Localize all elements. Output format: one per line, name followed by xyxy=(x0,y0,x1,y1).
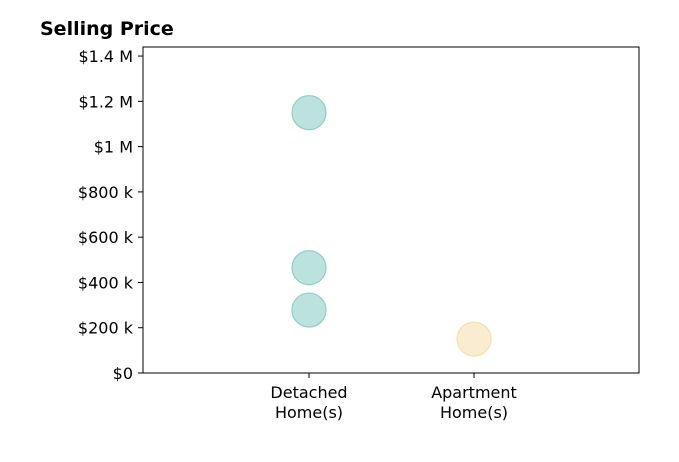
y-tick-label-6: $1.2 M xyxy=(78,92,133,111)
y-tick-label-4: $800 k xyxy=(78,183,134,202)
y-tick-label-0: $0 xyxy=(113,364,133,383)
data-point-0[interactable] xyxy=(291,95,327,131)
chart-title: Selling Price xyxy=(40,18,174,40)
y-axis: $0 $200 k $400 k $600 k $800 k $1 M $1.2 M $1.4… xyxy=(78,47,143,383)
data-point-2[interactable] xyxy=(291,292,327,328)
data-points xyxy=(291,95,492,357)
y-tick-label-1: $200 k xyxy=(78,319,134,338)
x-category-label-1-line-1: Home(s) xyxy=(440,403,508,422)
x-category-label-0-line-0: Detached xyxy=(270,383,347,402)
y-tick-label-5: $1 M xyxy=(94,138,133,157)
y-tick-label-3: $600 k xyxy=(78,228,134,247)
y-tick-label-2: $400 k xyxy=(78,273,134,292)
x-category-label-1-line-0: Apartment xyxy=(431,383,517,402)
plot-area-frame xyxy=(142,46,640,374)
x-category-label-0-line-1: Home(s) xyxy=(275,403,343,422)
data-point-3[interactable] xyxy=(456,321,492,357)
y-tick-label-7: $1.4 M xyxy=(78,47,133,66)
data-point-1[interactable] xyxy=(291,250,327,286)
